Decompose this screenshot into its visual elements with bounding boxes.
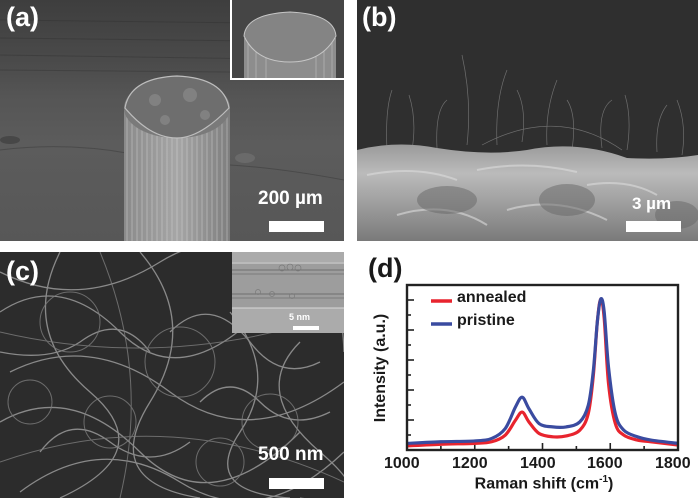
legend-label-annealed: annealed [457,289,527,306]
plot-frame [405,283,680,452]
x-tick-1600: 1600 [587,455,623,472]
x-tick-labels: 1000 1200 1400 1600 1800 [344,455,700,475]
pillar-illustration [0,19,344,241]
x-tick-1400: 1400 [520,455,556,472]
panel-a-label: (a) [6,2,39,32]
legend [431,299,452,326]
panel-c-label: (c) [6,256,39,286]
panel-b-scale-text: 3 µm [632,194,672,213]
panel-c-inset-tem: 5 nm [232,252,344,333]
raman-plot [405,283,680,452]
panel-a-scale-text: 200 µm [258,188,323,209]
panel-b-scale-bar [626,221,681,232]
panel-c-inset-scale-text: 5 nm [289,312,311,322]
panel-c-scale-bar [269,478,324,489]
series-annealed [406,297,679,448]
cnt-forest-illustration [357,54,698,241]
x-tick-1800: 1800 [655,455,691,472]
x-axis-label-main: Raman shift (cm [474,475,600,493]
panel-c-scale-text: 500 nm [258,444,324,465]
y-axis-label: Intensity (a.u.) [372,313,389,423]
panel-b-sem-cnt-edge: (b) 3 µm [357,0,698,241]
panel-a-sem-pillar: (a) 200 µm [0,0,344,241]
panel-d-raman-chart: (d) annealed pristine Intensity (a.u.) 1… [344,245,700,500]
panel-c-sem-cnt-network: 5 nm (c) 500 nm [0,252,344,498]
panel-b-label: (b) [362,2,397,32]
x-axis-label-sup: -1 [599,474,609,485]
legend-label-pristine: pristine [457,312,515,329]
x-axis-label: Raman shift (cm-1) [344,474,700,493]
panel-a-scale-bar [269,221,324,232]
x-tick-1000: 1000 [384,455,420,472]
panel-d-label: (d) [368,253,403,283]
x-tick-1200: 1200 [452,455,488,472]
inset-pillar-top [243,11,337,78]
panel-a-inset [230,0,344,80]
panel-c-inset-scale-bar [293,326,319,330]
x-axis-label-end: ) [608,475,614,493]
tem-nanotube-illustration [232,252,344,333]
spectrum-series [406,297,679,448]
series-pristine [406,297,679,445]
